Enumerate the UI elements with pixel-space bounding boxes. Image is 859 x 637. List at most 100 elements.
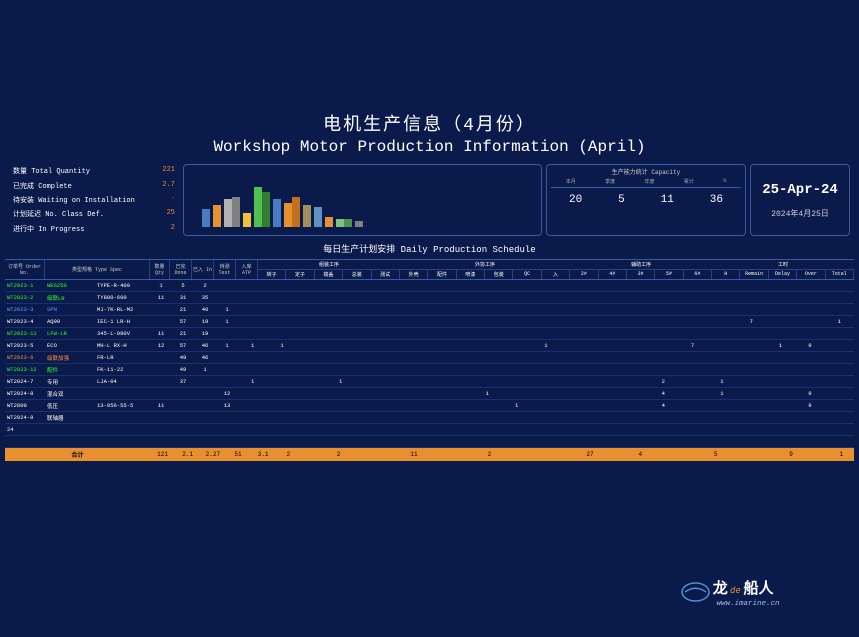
kpi-head-cell: 季度 bbox=[605, 178, 615, 185]
cell-num bbox=[150, 429, 172, 431]
cell-num bbox=[172, 405, 194, 407]
cell-num bbox=[150, 321, 172, 323]
bar-group bbox=[202, 209, 210, 227]
cell-order: WT2023-6 bbox=[5, 353, 45, 362]
total-cell: 3.1 bbox=[251, 451, 276, 458]
cell-num bbox=[216, 417, 238, 419]
cell-num bbox=[172, 441, 194, 443]
bar-group bbox=[243, 213, 251, 227]
stat-row: 计划延迟 No. Class Def.25 bbox=[9, 208, 179, 220]
dashboard-header: 电机生产信息（4月份） Workshop Motor Production In… bbox=[5, 110, 854, 156]
table-row: WT2023-11LFW-LR345-L-080V112119 bbox=[5, 328, 854, 340]
chart-bar bbox=[344, 219, 352, 227]
svg-text:船人: 船人 bbox=[744, 579, 775, 598]
cell-order: WT2024-7 bbox=[5, 377, 45, 386]
cell-type: WEG250 bbox=[45, 281, 95, 290]
cell-num bbox=[194, 405, 216, 407]
stat-label: 进行中 In Progress bbox=[13, 224, 84, 234]
cell-num: 5 bbox=[172, 281, 194, 290]
bar-group bbox=[213, 205, 221, 227]
cell-num: 57 bbox=[172, 317, 194, 326]
cell-num: 1 bbox=[216, 341, 238, 350]
date-sub: 2024年4月25日 bbox=[751, 208, 849, 219]
total-cell: 2.27 bbox=[200, 451, 225, 458]
cell-num: 1 bbox=[216, 305, 238, 314]
total-cell bbox=[452, 451, 477, 458]
total-cell: 27 bbox=[577, 451, 602, 458]
th-cell: 数量 Qty bbox=[150, 260, 170, 279]
total-cell bbox=[753, 451, 778, 458]
watermark-text: 龙 bbox=[712, 579, 728, 598]
cell-type: ECO bbox=[45, 341, 95, 350]
total-cell: 2 bbox=[326, 451, 351, 458]
cell-type: 级联LR bbox=[45, 293, 95, 303]
stat-row: 进行中 In Progress2 bbox=[9, 223, 179, 235]
cell-num bbox=[216, 285, 238, 287]
cell-num bbox=[150, 381, 172, 383]
table-row: WT2800低压13-056-55-51113149 bbox=[5, 400, 854, 412]
cell-spec: 13-056-55-5 bbox=[95, 401, 150, 410]
cell-num: 2 bbox=[194, 281, 216, 290]
cell-order: WT2800 bbox=[5, 401, 45, 410]
table-row: WT2023-6级联加强FR-LR4946 bbox=[5, 352, 854, 364]
table-body: WT2023-1WEG250TYPE-R-400152WT2023-2级联LRT… bbox=[5, 280, 854, 448]
th-group: 组装工序转子定子端盖总装测试 bbox=[258, 260, 400, 279]
cell-order: 24 bbox=[5, 425, 45, 434]
total-cell bbox=[301, 451, 326, 458]
title-english: Workshop Motor Production Information (A… bbox=[5, 138, 854, 156]
cell-num: 1 bbox=[216, 317, 238, 326]
total-cell: 9 bbox=[779, 451, 804, 458]
cell-spec: 345-L-080V bbox=[95, 329, 150, 338]
cell-num: 40 bbox=[194, 305, 216, 314]
table-row: WT2023-12配件FK-11-22491 bbox=[5, 364, 854, 376]
cell-order: WT2023-2 bbox=[5, 293, 45, 302]
chart-bar bbox=[325, 217, 333, 227]
stat-label: 已完成 Complete bbox=[13, 181, 72, 191]
cell-type: 级联加强 bbox=[45, 353, 95, 363]
total-cell: 121 bbox=[150, 451, 175, 458]
cell-spec: FR-LR bbox=[95, 353, 150, 362]
cell-order: WT2023-3 bbox=[5, 305, 45, 314]
kpi-head: 本月季度年度累计% bbox=[551, 178, 741, 188]
total-cell bbox=[376, 451, 401, 458]
total-cell: 51 bbox=[225, 451, 250, 458]
cell-num bbox=[216, 441, 238, 443]
cell-num: 31 bbox=[172, 293, 194, 302]
total-label: 合计 bbox=[5, 450, 150, 459]
stat-value: 221 bbox=[162, 166, 175, 176]
chart-bar bbox=[314, 207, 322, 227]
cell-num: 21 bbox=[172, 329, 194, 338]
cell-num bbox=[150, 357, 172, 359]
cell-type: AQ90 bbox=[45, 317, 95, 326]
bar-group bbox=[325, 217, 333, 227]
cell-num bbox=[172, 393, 194, 395]
th-cell: 类型规格 Type Spec bbox=[45, 260, 150, 279]
cell-spec bbox=[95, 417, 150, 419]
cell-num bbox=[216, 333, 238, 335]
kpi-head-cell: % bbox=[723, 178, 726, 185]
cell-order: WT2023-5 bbox=[5, 341, 45, 350]
chart-bar bbox=[303, 205, 311, 227]
total-cell bbox=[552, 451, 577, 458]
kpi-head-cell: 本月 bbox=[566, 178, 576, 185]
cell-spec bbox=[95, 429, 150, 431]
cell-spec: MJ-7K-RL-M2 bbox=[95, 305, 150, 314]
kpi-title: 生产能力统计 Capacity bbox=[551, 167, 741, 176]
cell-type bbox=[45, 429, 95, 431]
bar-group bbox=[254, 187, 270, 227]
cell-num: 1 bbox=[150, 281, 172, 290]
stat-value: 2.7 bbox=[162, 181, 175, 191]
bar-group bbox=[273, 199, 281, 227]
chart-bar bbox=[336, 219, 344, 227]
cell-spec: TY800-600 bbox=[95, 293, 150, 302]
stat-value: - bbox=[171, 195, 175, 205]
total-cell bbox=[804, 451, 829, 458]
cell-num bbox=[194, 417, 216, 419]
cell-num: 12 bbox=[216, 389, 238, 398]
cell-num bbox=[194, 429, 216, 431]
cell-num: 57 bbox=[172, 341, 194, 350]
kpi-panel: 生产能力统计 Capacity 本月季度年度累计% 2051136 bbox=[546, 164, 746, 236]
th-group: 工时HRemainDelayOverTotal bbox=[712, 260, 854, 279]
chart-bar bbox=[243, 213, 251, 227]
cell-spec: TYPE-R-400 bbox=[95, 281, 150, 290]
